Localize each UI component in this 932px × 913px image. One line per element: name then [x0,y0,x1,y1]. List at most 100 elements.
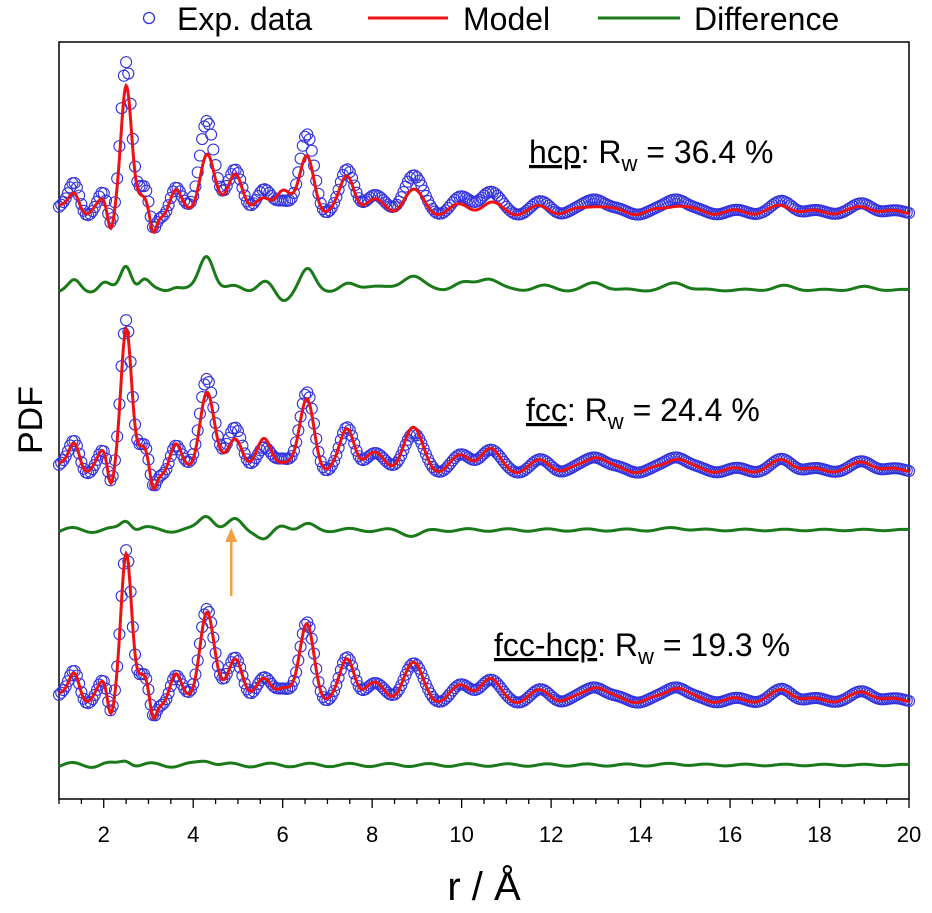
rw-value-hcp: = 36.4 % [637,134,773,170]
exp-point [424,687,437,700]
exp-point [66,177,79,190]
exp-point [61,445,74,458]
exp-point [375,449,388,463]
exp-point [489,675,502,688]
model-line-fcc [58,325,910,491]
exp-point [321,206,334,219]
exp-point [162,199,175,212]
exp-point [240,195,253,208]
exp-point [160,205,173,218]
exp-point [489,445,502,458]
exp-point [415,179,428,192]
exp-point [417,672,430,685]
exp-point [321,694,334,707]
exp-point [55,198,68,211]
exp-point [258,671,271,684]
exp-point [205,128,218,141]
x-axis: 2 4 6 8 10 12 14 16 18 20 [58,799,921,847]
exp-point [397,673,410,687]
exp-point [52,688,66,701]
legend-difference-label: Difference [694,1,839,37]
exp-point [88,688,101,701]
arrow-head [225,528,238,542]
exp-point [303,133,316,146]
difference-line-fcc-hcp [58,759,910,769]
exp-point [77,204,90,217]
exp-point [82,467,95,480]
model-line-hcp [58,82,910,235]
difference-line-hcp [58,255,910,303]
exp-point [52,200,66,213]
rw-structure-fcc-hcp: fcc-hcp [494,627,597,663]
rw-value-fcc-hcp: = 19.3 % [654,627,790,663]
x-tick-label: 14 [628,822,652,847]
exp-point [153,700,166,713]
exp-point [502,691,515,704]
exp-point [500,688,513,701]
exp-point [252,677,265,691]
exp-point [120,314,133,327]
exp-point [59,192,72,205]
exp-point [120,56,133,69]
exp-point [305,144,318,157]
exp-point [520,692,533,705]
exp-point [55,686,68,699]
x-axis-label: r / Å [447,864,521,909]
rw-symbol-fcc-hcp: : R [597,627,638,663]
exp-point [283,452,296,465]
x-tick-label: 16 [718,822,742,847]
exp-point [473,193,486,206]
rw-value-fcc: = 24.4 % [624,392,760,428]
exp-point [332,671,345,684]
exp-point [75,686,88,699]
exp-point [122,67,135,80]
x-tick-label: 20 [897,822,921,847]
exp-point [258,183,271,196]
rw-subscript-hcp: w [620,151,637,176]
series-layer [52,56,916,769]
exp-point [328,454,341,468]
exp-point [486,186,500,199]
rw-label-fcc: fcc: Rw = 24.4 % [526,392,760,434]
exp-point [395,679,408,692]
exp-point [332,441,345,454]
exp-point [377,682,390,695]
exp-point [220,667,233,680]
exp-point [82,209,95,222]
exp-point [375,679,388,693]
panel-hcp [52,56,916,303]
exp-point [390,686,403,699]
exp-point [75,456,88,469]
exp-point [61,675,74,688]
x-tick-label: 6 [277,822,289,847]
exp-point [372,678,385,691]
exp-point [372,448,385,461]
exp-point [88,200,101,213]
panel-fcc-hcp [52,544,916,769]
y-axis-label: PDF [12,386,50,454]
x-tick-label: 18 [807,822,831,847]
exp-series-fcc [52,314,916,492]
exp-point [307,159,321,172]
exp-point [231,425,244,438]
rw-symbol-hcp: : R [581,134,622,170]
exp-point [82,697,95,710]
exp-point [153,470,166,483]
legend: Exp. data Model Difference [142,1,839,37]
exp-point [328,684,341,698]
rw-label-fcc-hcp: fcc-hcp: Rw = 19.3 % [494,627,790,669]
panel-fcc [52,314,916,541]
rw-structure-hcp: hcp [529,134,581,170]
rw-symbol-fcc: : R [567,392,608,428]
exp-point [784,457,797,470]
rw-subscript-fcc-hcp: w [637,644,654,669]
exp-point [189,180,202,193]
exp-point [59,450,72,463]
exp-point [59,680,72,693]
exp-point [424,457,437,470]
legend-exp-marker [142,11,156,25]
rw-subscript-fcc: w [607,409,624,434]
x-tick-label: 10 [449,822,473,847]
exp-point [52,458,66,471]
